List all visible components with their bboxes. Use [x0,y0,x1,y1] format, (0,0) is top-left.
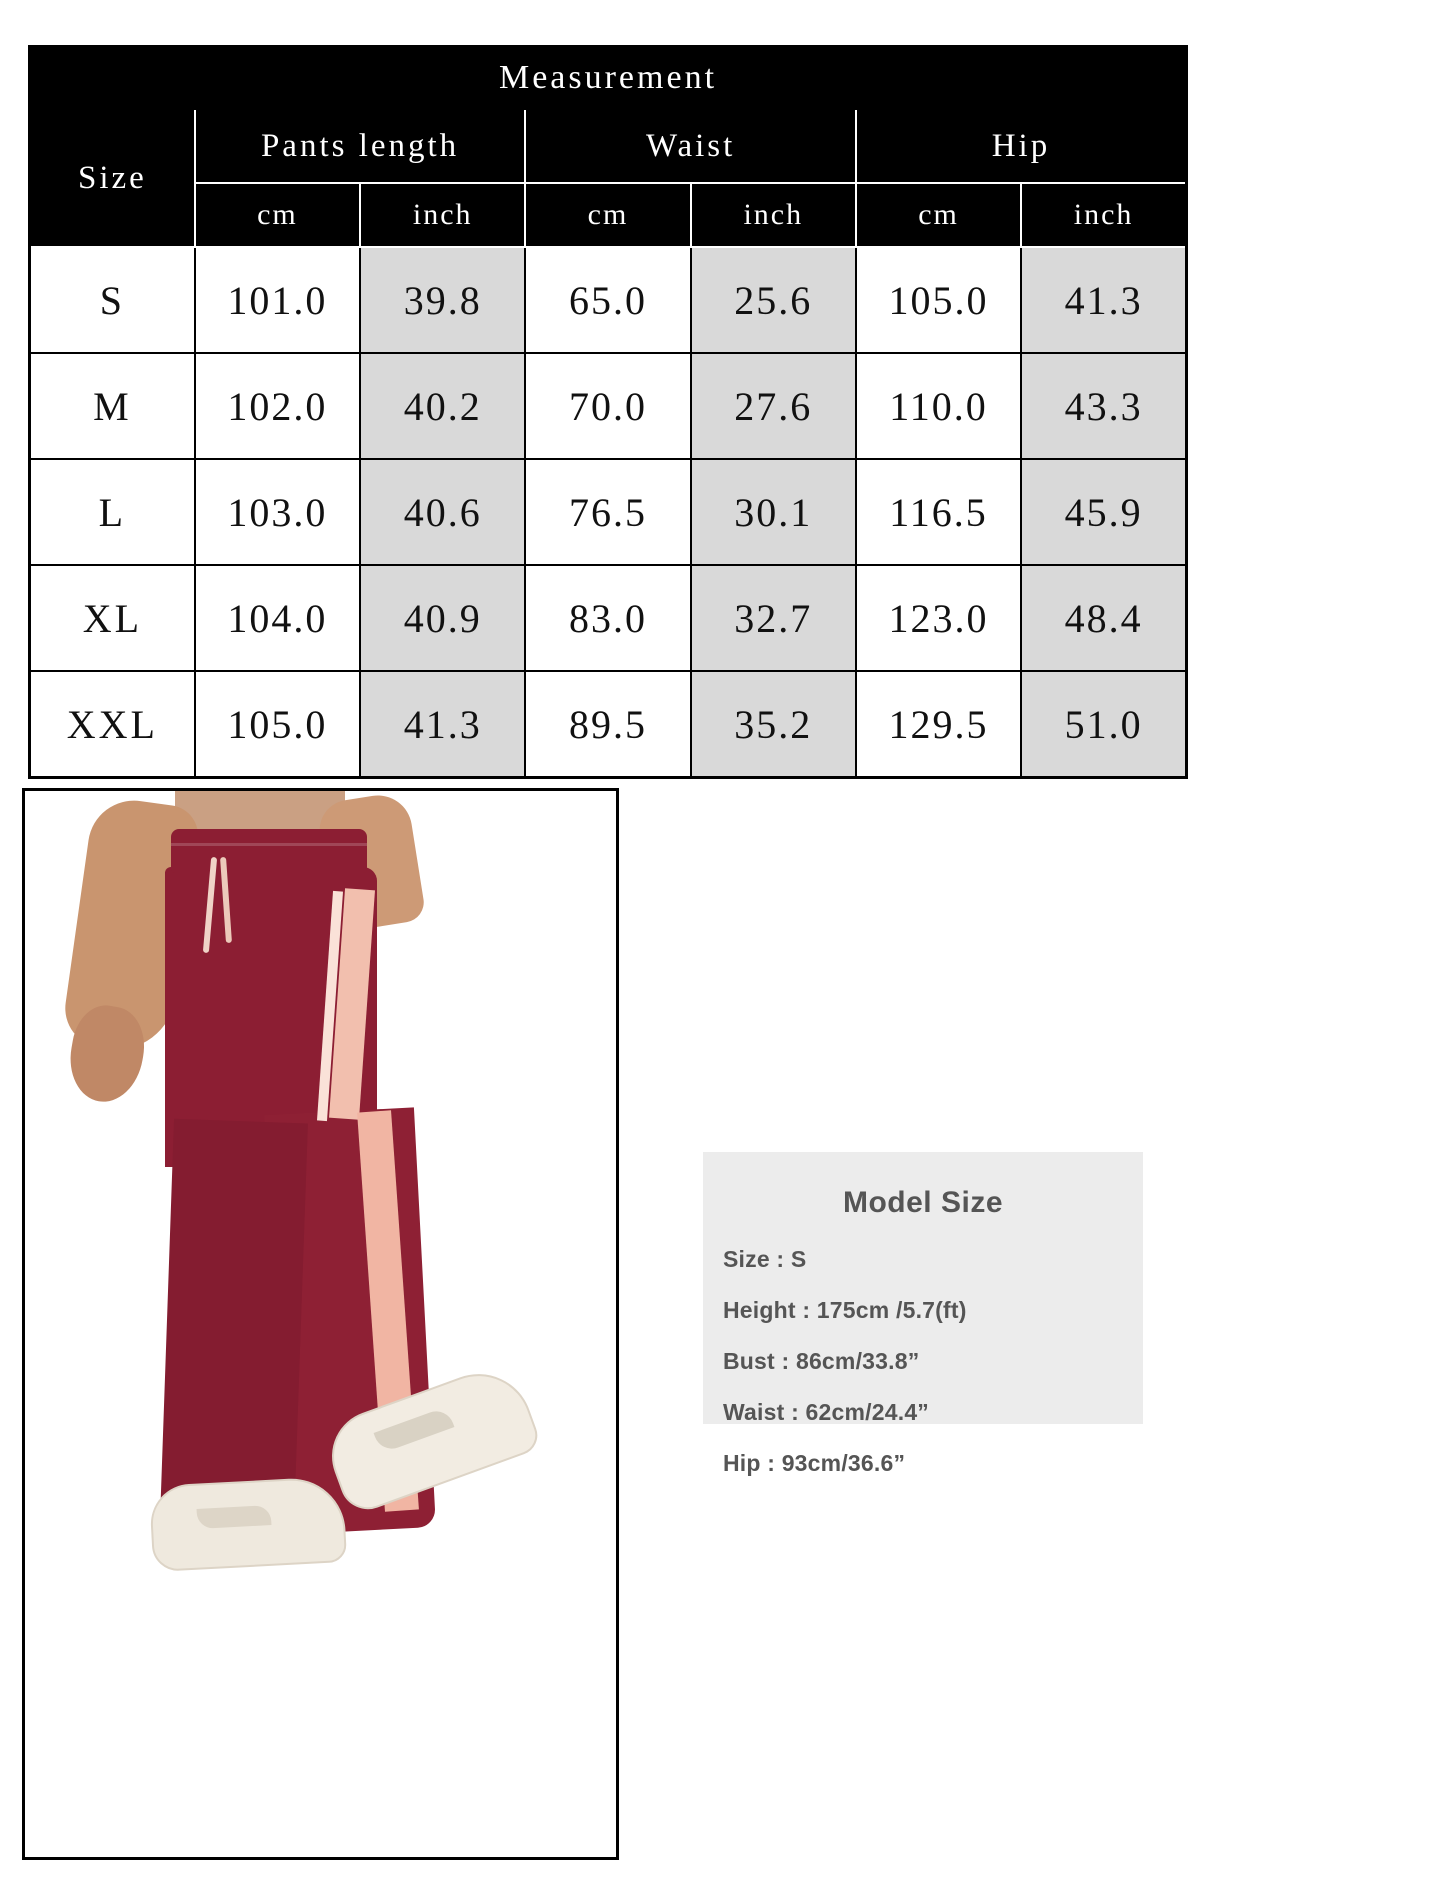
cell-pants-cm: 105.0 [193,670,362,779]
unit-header-pants-inch: inch [359,182,527,248]
cell-pants-cm: 101.0 [193,246,362,354]
table-title-row: Measurement [28,45,1188,110]
cell-hip-inch: 48.4 [1020,564,1188,672]
cell-hip-cm: 105.0 [854,246,1023,354]
cell-waist-cm: 76.5 [524,458,692,566]
model-size-bust: Bust : 86cm/33.8” [723,1348,920,1374]
cell-waist-inch: 32.7 [689,564,857,672]
model-size-box: Model Size Size : S Height : 175cm /5.7(… [703,1152,1143,1476]
unit-header-hip-cm: cm [854,182,1023,248]
row-size-label: XXL [28,670,196,779]
table-unit-header-row: cm inch cm inch cm inch [30,182,1188,248]
column-header-size: Size [28,108,196,248]
table-row: XXL 105.0 41.3 89.5 35.2 129.5 51.0 [28,670,1188,779]
model-size-hip: Hip : 93cm/36.6” [723,1450,906,1476]
cell-pants-inch: 40.2 [359,352,527,460]
front-shoe-stripe [196,1505,272,1529]
column-group-pants-length: Pants length [193,108,527,184]
cell-pants-cm: 104.0 [193,564,362,672]
cell-waist-cm: 89.5 [524,670,692,779]
cell-hip-inch: 43.3 [1020,352,1188,460]
size-chart-table: Measurement Size Pants length Waist Hip … [28,45,1188,779]
model-product-photo [22,788,619,1860]
cell-waist-cm: 70.0 [524,352,692,460]
unit-header-pants-cm: cm [193,182,362,248]
cell-waist-inch: 27.6 [689,352,857,460]
table-row: M 102.0 40.2 70.0 27.6 110.0 43.3 [28,352,1188,460]
pants-front-leg [160,1118,308,1524]
cell-hip-inch: 45.9 [1020,458,1188,566]
cell-hip-inch: 51.0 [1020,670,1188,779]
table-head: Measurement Size Pants length Waist Hip … [28,45,1188,248]
cell-pants-inch: 40.9 [359,564,527,672]
pants-waistband [171,829,367,873]
cell-hip-cm: 110.0 [854,352,1023,460]
row-size-label: M [28,352,196,460]
cell-pants-cm: 103.0 [193,458,362,566]
unit-header-waist-inch: inch [689,182,857,248]
row-size-label: S [28,246,196,354]
cell-waist-inch: 25.6 [689,246,857,354]
cell-hip-cm: 123.0 [854,564,1023,672]
cell-hip-inch: 41.3 [1020,246,1188,354]
unit-header-hip-inch: inch [1020,182,1188,248]
model-size-size: Size : S [723,1246,807,1272]
table-group-header-row: Size Pants length Waist Hip [28,108,1188,248]
table-row: XL 104.0 40.9 83.0 32.7 123.0 48.4 [28,564,1188,672]
model-size-title: Model Size [842,1186,1004,1219]
cell-waist-inch: 35.2 [689,670,857,779]
cell-pants-cm: 102.0 [193,352,362,460]
cell-waist-cm: 83.0 [524,564,692,672]
column-group-hip: Hip [854,108,1188,184]
table-body: S 101.0 39.8 65.0 25.6 105.0 41.3 M 102.… [28,246,1188,779]
cell-hip-cm: 129.5 [854,670,1023,779]
cell-waist-inch: 30.1 [689,458,857,566]
cell-pants-inch: 41.3 [359,670,527,779]
table-row: S 101.0 39.8 65.0 25.6 105.0 41.3 [28,246,1188,354]
model-size-height: Height : 175cm /5.7(ft) [723,1297,967,1323]
cell-hip-cm: 116.5 [854,458,1023,566]
column-group-waist: Waist [524,108,857,184]
cell-pants-inch: 39.8 [359,246,527,354]
row-size-label: L [28,458,196,566]
measurement-title: Measurement [28,45,1188,110]
size-chart-table-container: Measurement Size Pants length Waist Hip … [28,45,1188,779]
row-size-label: XL [28,564,196,672]
model-size-waist: Waist : 62cm/24.4” [723,1399,930,1425]
photo-inner [25,791,616,1857]
table-row: L 103.0 40.6 76.5 30.1 116.5 45.9 [28,458,1188,566]
cell-waist-cm: 65.0 [524,246,692,354]
unit-header-waist-cm: cm [524,182,692,248]
cell-pants-inch: 40.6 [359,458,527,566]
